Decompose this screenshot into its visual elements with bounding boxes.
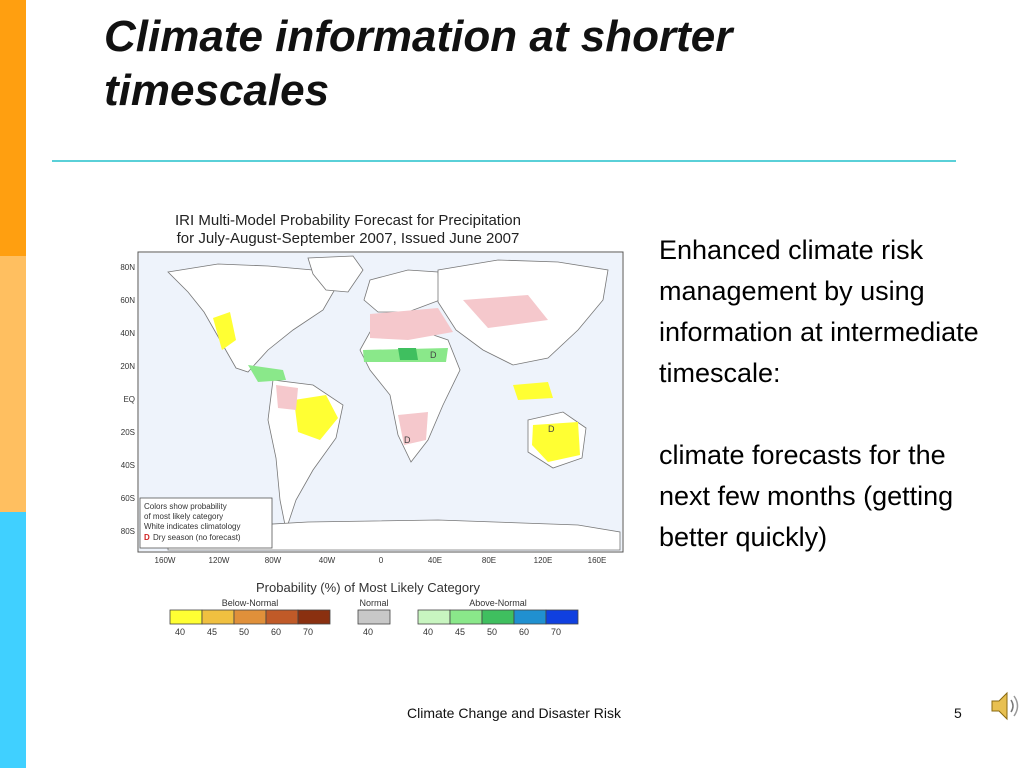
legend-swatch — [297, 609, 331, 625]
legend-tick-label: 40 — [423, 627, 433, 637]
patch-dry-western-us — [213, 312, 236, 350]
body-paragraph: Enhanced climate risk management by usin… — [659, 235, 979, 388]
legend-group-label: Above-Normal — [469, 598, 527, 608]
lon-label: 120E — [534, 556, 553, 565]
legend-swatch — [169, 609, 203, 625]
lon-label: 160W — [155, 556, 176, 565]
lat-label: EQ — [123, 395, 135, 404]
legend-tick-label: 50 — [487, 627, 497, 637]
map-note-box: Colors show probability of most likely c… — [139, 497, 273, 549]
dry-season-marker: D — [404, 435, 411, 445]
accent-bar-orange — [0, 0, 26, 256]
dry-season-marker: D — [548, 424, 555, 434]
dry-season-marker: D — [430, 350, 437, 360]
lon-label: 80W — [265, 556, 282, 565]
note-line: White indicates climatology — [144, 522, 240, 531]
latitude-axis: 80N 60N 40N 20N EQ 20S 40S 60S 80S — [120, 263, 135, 536]
legend-swatch — [265, 609, 299, 625]
lat-label: 60N — [120, 296, 135, 305]
paragraph-spacer — [659, 394, 979, 435]
forecast-patches — [213, 295, 580, 462]
slide-title: Climate information at shorter timescale… — [104, 12, 733, 115]
lat-label: 40N — [120, 329, 135, 338]
continent-antarctica — [167, 519, 621, 551]
legend-tick-label: 60 — [271, 627, 281, 637]
legend-tick-label: 50 — [239, 627, 249, 637]
legend-tick-label: 45 — [207, 627, 217, 637]
note-line: of most likely category — [144, 512, 223, 521]
patch-dry-mediterranean — [370, 308, 453, 340]
lat-label: 20N — [120, 362, 135, 371]
patch-wet-central-america — [248, 365, 286, 382]
legend-title: Probability (%) of Most Likely Category — [256, 580, 480, 595]
legend-tick-label: 45 — [455, 627, 465, 637]
figure-title-line1: IRI Multi-Model Probability Forecast for… — [175, 212, 521, 229]
lon-label: 0 — [379, 556, 384, 565]
patch-dry-southern-africa — [398, 412, 428, 445]
forecast-map-figure: IRI Multi-Model Probability Forecast for… — [108, 200, 638, 650]
legend-tick-label: 40 — [363, 627, 373, 637]
lon-label: 160E — [588, 556, 607, 565]
continent-greenland — [307, 255, 364, 293]
legend-tick-label: 60 — [519, 627, 529, 637]
legend-swatch — [449, 609, 483, 625]
legend: Below-Normal 40 45 50 60 70 Normal 40 Above-Norm… — [169, 598, 579, 637]
lon-label: 40E — [428, 556, 442, 565]
footer-title: Climate Change and Disaster Risk — [407, 705, 621, 721]
figure-title-line2: for July-August-September 2007, Issued J… — [177, 230, 520, 247]
legend-group-label: Normal — [359, 598, 388, 608]
title-divider — [52, 160, 956, 162]
lat-label: 40S — [121, 461, 135, 470]
accent-bar-cyan — [0, 512, 26, 768]
lon-label: 80E — [482, 556, 496, 565]
patch-dry-central-asia — [463, 295, 548, 328]
legend-group-label: Below-Normal — [222, 598, 279, 608]
legend-tick-label: 70 — [303, 627, 313, 637]
legend-tick-label: 70 — [551, 627, 561, 637]
patch-dry-australia — [532, 422, 580, 462]
note-line: Dry season (no forecast) — [153, 533, 241, 542]
slide-body: Enhanced climate risk management by usin… — [659, 230, 979, 558]
legend-swatch — [513, 609, 547, 625]
lat-label: 60S — [121, 494, 135, 503]
lat-label: 80N — [120, 263, 135, 272]
longitude-axis: 160W 120W 80W 40W 0 40E 80E 120E 160E — [155, 556, 607, 565]
lat-label: 80S — [121, 527, 135, 536]
legend-swatch — [357, 609, 391, 625]
lon-label: 40W — [319, 556, 336, 565]
accent-bar-light-orange — [0, 256, 26, 512]
legend-swatch — [481, 609, 515, 625]
legend-tick-label: 40 — [175, 627, 185, 637]
legend-swatch — [417, 609, 451, 625]
lon-label: 120W — [209, 556, 230, 565]
legend-swatch — [545, 609, 579, 625]
legend-swatch — [233, 609, 267, 625]
lat-label: 20S — [121, 428, 135, 437]
continent-north-america — [167, 263, 339, 373]
speaker-icon[interactable] — [988, 688, 1024, 724]
patch-dry-amazon — [276, 385, 298, 410]
body-paragraph: climate forecasts for the next few month… — [659, 440, 954, 552]
page-number: 5 — [954, 705, 962, 721]
patch-dry-brazil — [294, 395, 338, 440]
note-line: Colors show probability — [144, 502, 227, 511]
patch-strong-wet-sahel — [398, 348, 418, 360]
continent-europe — [363, 269, 441, 313]
note-dry-mark: D — [144, 533, 150, 542]
patch-dry-indonesia — [513, 382, 553, 400]
legend-swatch — [201, 609, 235, 625]
